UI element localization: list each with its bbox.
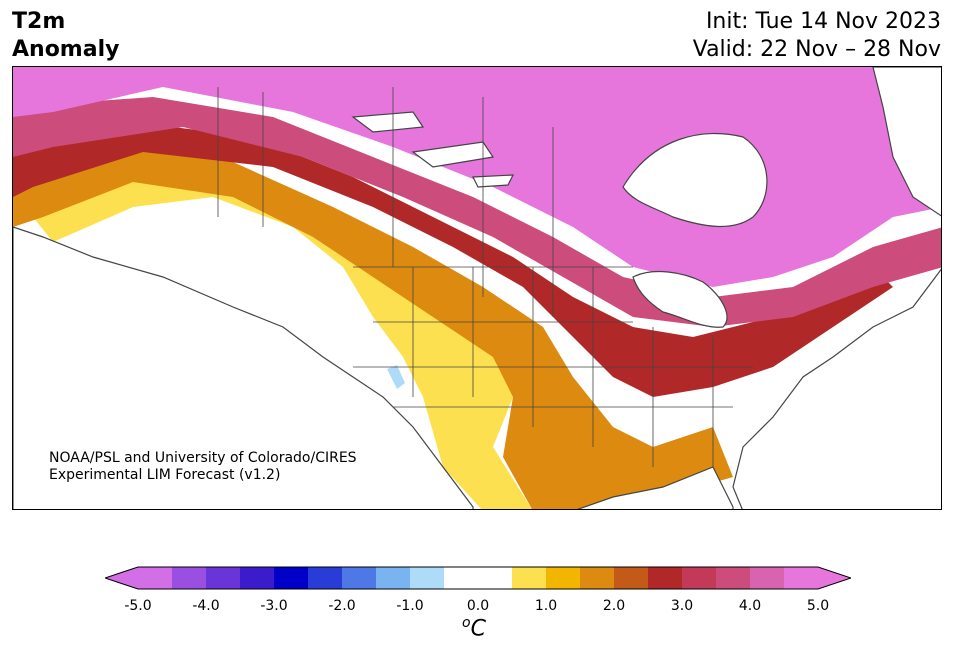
attribution: NOAA/PSL and University of Colorado/CIRE… [49,450,357,484]
colorbar-bin [716,567,751,589]
colorbar-outline [105,566,851,590]
colorbar-bin [138,567,173,589]
map-canvas [13,67,941,509]
great-lakes [632,271,728,328]
colorbar-tick-label: 5.0 [806,598,830,614]
colorbar-tick-label: -1.0 [396,598,424,614]
pacific-coast [13,226,474,509]
labrador-sea [872,67,941,217]
map-title: T2m Anomaly [12,8,119,64]
colorbar-over-arrow [818,567,851,589]
init-date: Init: Tue 14 Nov 2023 [705,9,941,34]
colorbar-tick-label: 0.0 [466,598,490,614]
colorbar-tick-label: -3.0 [260,598,288,614]
unit-letter: C [470,616,486,642]
forecast-dates: Init: Tue 14 Nov 2023 Valid: 22 Nov – 28… [693,8,941,64]
gulf-of-mexico [576,466,734,509]
title-line-1: T2m [12,9,66,34]
colorbar-tick-label: -4.0 [192,598,220,614]
colorbar-bin [682,567,717,589]
colorbar-bin [206,567,241,589]
colorbar-bin [274,567,309,589]
colorbar-bin [342,567,377,589]
colorbar-tick-label: 4.0 [738,598,762,614]
political-borders [217,87,753,467]
colorbar-bin [172,567,207,589]
colorbar-bin [376,567,411,589]
title-line-2: Anomaly [12,37,120,62]
colorbar-bin [240,567,275,589]
arctic-water-2 [411,141,495,168]
colorbar-bin [580,567,615,589]
colorbar-tick-label: 2.0 [602,598,626,614]
colorbar-bin [784,567,819,589]
colorbar-under-arrow [105,567,138,589]
colorbar-bin [614,567,649,589]
unit-degree: o [462,615,471,631]
colorbar-tick-label: -2.0 [328,598,356,614]
colorbar [105,566,851,590]
colorbar-bin [648,567,683,589]
colorbar-bin [308,567,343,589]
colorbar-bin [750,567,785,589]
atlantic-coast [732,268,941,509]
colorbar-bin [410,567,445,589]
attribution-line-1: NOAA/PSL and University of Colorado/CIRE… [49,450,357,466]
arctic-water-3 [472,174,514,188]
valid-range: Valid: 22 Nov – 28 Nov [692,37,941,62]
colorbar-bin [444,567,479,589]
colorbar-tick-label: 3.0 [670,598,694,614]
hudson-bay [622,132,768,227]
colorbar-bin [512,567,547,589]
coastlines [13,67,941,509]
colorbar-unit: oC [462,615,486,641]
colorbar-bin [478,567,513,589]
colorbar-bin [546,567,581,589]
colorbar-tick-label: -5.0 [124,598,152,614]
attribution-line-2: Experimental LIM Forecast (v1.2) [49,467,281,483]
anomaly-map [12,66,942,510]
colorbar-tick-label: 1.0 [534,598,558,614]
